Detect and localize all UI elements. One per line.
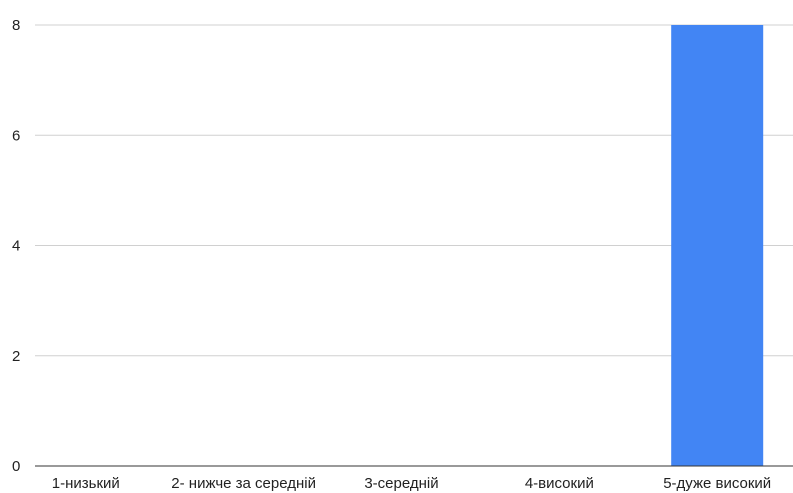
x-tick-label: 1-низький	[52, 475, 120, 492]
y-tick-label: 0	[12, 458, 20, 475]
bars	[671, 25, 764, 466]
x-tick-label: 2- нижче за середній	[171, 475, 316, 492]
y-tick-label: 4	[12, 238, 20, 255]
y-axis-ticks: 0 2 4 6 8	[12, 17, 20, 475]
y-tick-label: 6	[12, 127, 20, 144]
grid-lines	[35, 24, 793, 357]
x-tick-label: 3-середній	[364, 475, 438, 492]
bar	[671, 25, 764, 466]
x-axis-labels: 1-низький 2- нижче за середній 3-середній 4…	[52, 475, 771, 492]
y-tick-label: 2	[12, 348, 20, 365]
x-tick-label: 4-високий	[525, 475, 594, 492]
x-tick-label: 5-дуже високий	[663, 475, 771, 492]
y-tick-label: 8	[12, 17, 20, 34]
